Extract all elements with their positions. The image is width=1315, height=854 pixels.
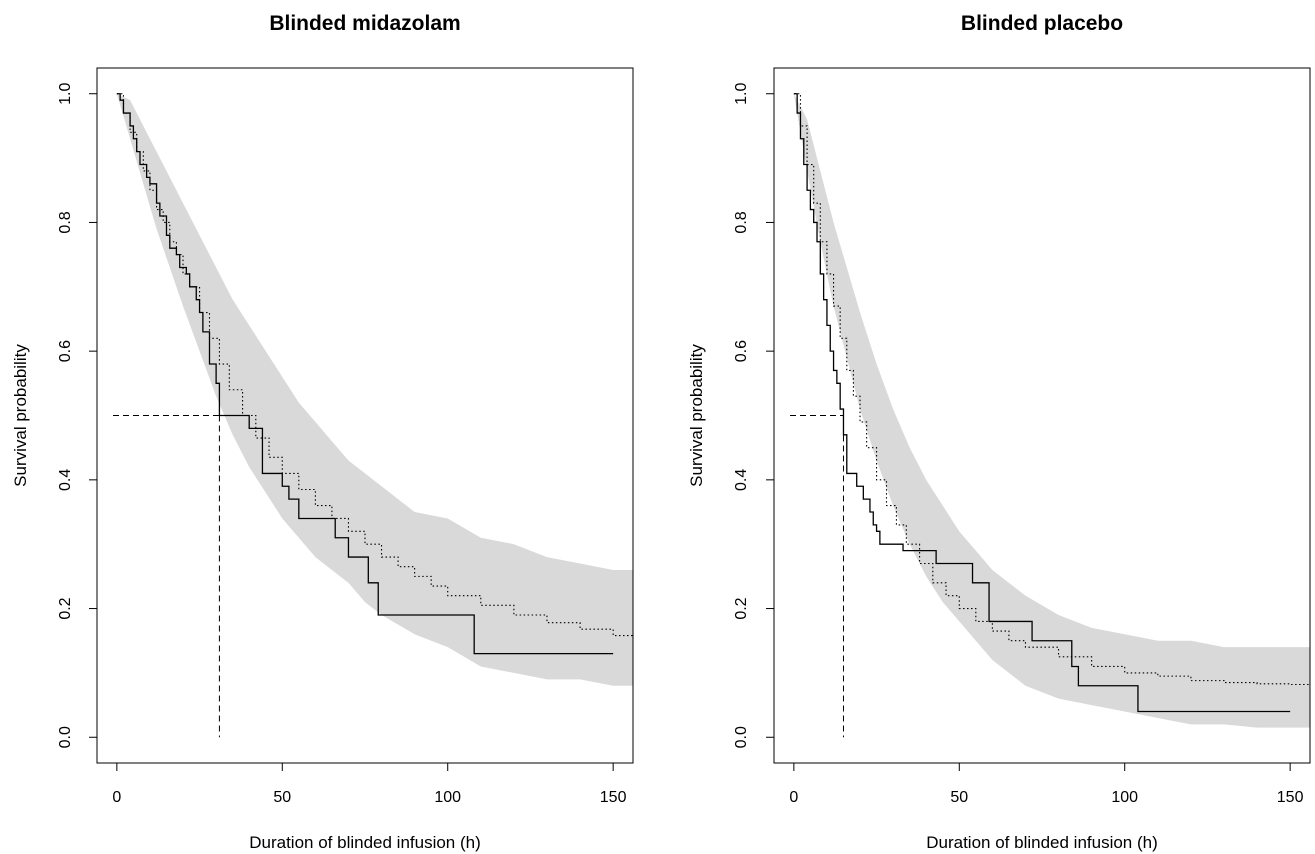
x-tick-label: 0 [789, 789, 798, 806]
chart-title: Blinded placebo [961, 12, 1123, 35]
confidence-band [116, 93, 633, 686]
y-axis-label: Survival probability [687, 344, 706, 487]
fitted-dotted-curve [793, 93, 1310, 686]
x-axis-label: Duration of blinded infusion (h) [926, 833, 1158, 852]
y-tick-label: 0.0 [733, 726, 750, 748]
y-tick-label: 1.0 [733, 83, 750, 105]
chart-panel-midazolam: Blinded midazolam Duration of blinded inf… [0, 0, 657, 854]
survival-step-line [793, 93, 1291, 713]
y-tick-label: 0.4 [733, 469, 750, 491]
x-tick-label: 50 [273, 789, 291, 806]
y-axis-label: Survival probability [11, 344, 30, 487]
y-tick-label: 0.4 [57, 469, 74, 491]
y-tick-label: 0.2 [57, 597, 74, 619]
x-tick-label: 150 [1277, 789, 1304, 806]
x-tick-label: 0 [112, 789, 121, 806]
chart-title: Blinded midazolam [269, 12, 460, 35]
survival-chart-placebo: Blinded placebo Duration of blinded infus… [687, 12, 1311, 852]
y-tick-label: 1.0 [57, 83, 74, 105]
x-axis-label: Duration of blinded infusion (h) [249, 833, 481, 852]
y-tick-label: 0.6 [733, 340, 750, 362]
x-tick-label: 100 [1111, 789, 1138, 806]
x-tick-label: 50 [950, 789, 968, 806]
x-tick-label: 150 [600, 789, 627, 806]
y-tick-label: 0.8 [57, 211, 74, 233]
chart-panel-placebo: Blinded placebo Duration of blinded infus… [676, 0, 1315, 854]
x-tick-label: 100 [434, 789, 461, 806]
survival-chart-midazolam: Blinded midazolam Duration of blinded inf… [11, 12, 634, 852]
y-tick-label: 0.6 [57, 340, 74, 362]
y-tick-label: 0.8 [733, 211, 750, 233]
y-tick-label: 0.0 [57, 726, 74, 748]
fitted-dotted-curve [116, 93, 634, 640]
y-tick-label: 0.2 [733, 597, 750, 619]
confidence-band [793, 93, 1310, 728]
